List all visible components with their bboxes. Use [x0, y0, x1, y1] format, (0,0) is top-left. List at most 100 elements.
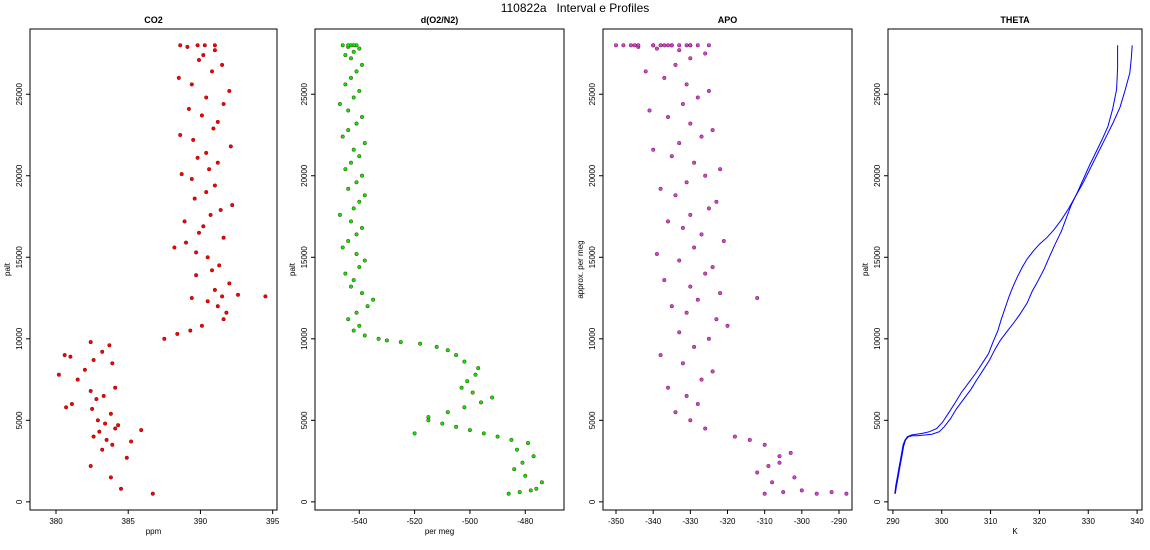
data-point [688, 56, 693, 61]
data-point [677, 43, 682, 48]
y-tick-label: 20000 [588, 164, 597, 187]
data-point [669, 154, 674, 159]
data-point [628, 43, 633, 48]
data-point [191, 137, 196, 142]
data-point [654, 46, 659, 51]
data-point [710, 265, 715, 270]
data-point [113, 385, 118, 390]
data-point [118, 486, 123, 491]
data-point [695, 43, 700, 48]
data-point [354, 310, 359, 315]
data-point [710, 128, 715, 133]
data-point [88, 464, 93, 469]
data-point [440, 421, 445, 426]
data-point [346, 238, 351, 243]
data-point [506, 491, 511, 496]
data-point [688, 418, 693, 423]
data-point [777, 454, 782, 459]
data-point [91, 434, 96, 439]
data-point [539, 480, 544, 485]
data-point [186, 106, 191, 111]
data-point [666, 43, 671, 48]
data-point [462, 405, 467, 410]
data-point [714, 317, 719, 322]
data-point [68, 354, 73, 359]
data-point [706, 336, 711, 341]
data-point [227, 88, 232, 93]
data-point [614, 43, 619, 48]
data-point [343, 82, 348, 87]
y-tick-label: 10000 [588, 327, 597, 350]
data-point [445, 348, 450, 353]
data-point [473, 372, 478, 377]
data-point [192, 196, 197, 201]
data-point [706, 43, 711, 48]
y-tick-label: 15000 [588, 246, 597, 269]
data-point [517, 490, 522, 495]
data-point [211, 126, 216, 131]
data-point [351, 43, 356, 48]
data-point [95, 418, 100, 423]
data-point [684, 82, 689, 87]
data-point [209, 268, 214, 273]
y-tick-label: 15000 [873, 246, 882, 269]
data-point [747, 437, 752, 442]
y-tick-label: 10000 [300, 327, 309, 350]
data-point [194, 273, 199, 278]
data-point [459, 385, 464, 390]
data-point [673, 62, 678, 67]
data-point [362, 193, 367, 198]
data-point [531, 454, 536, 459]
data-point [357, 265, 362, 270]
data-point [218, 207, 223, 212]
data-point [762, 491, 767, 496]
plot-frame [602, 28, 853, 511]
data-point [194, 250, 199, 255]
data-point [204, 190, 209, 195]
data-point [658, 43, 663, 48]
x-tick-label: 340 [1130, 517, 1144, 526]
y-tick-label: 25000 [588, 83, 597, 106]
data-point [706, 206, 711, 211]
data-point [673, 410, 678, 415]
data-point [434, 344, 439, 349]
data-point [703, 173, 708, 178]
data-point [534, 486, 539, 491]
data-point [215, 304, 220, 309]
data-point [647, 108, 652, 113]
data-point [755, 296, 760, 301]
data-point [199, 113, 204, 118]
data-point [360, 173, 365, 178]
data-point [354, 232, 359, 237]
data-point [706, 88, 711, 93]
data-point [172, 245, 177, 250]
x-tick-label: -350 [608, 517, 625, 526]
data-point [343, 167, 348, 172]
data-point [162, 336, 167, 341]
data-point [69, 402, 74, 407]
data-point [201, 53, 206, 58]
y-axis-label: approx. per meg [576, 240, 585, 298]
data-point [515, 447, 520, 452]
data-point [677, 258, 682, 263]
x-tick-label: 330 [1082, 517, 1096, 526]
data-point [695, 402, 700, 407]
data-point [688, 121, 693, 126]
data-point [360, 291, 365, 296]
data-point [88, 389, 93, 394]
data-point [208, 212, 213, 217]
data-point [651, 43, 656, 48]
x-tick-label: -330 [682, 517, 699, 526]
x-tick-label: 385 [122, 517, 136, 526]
data-point [349, 75, 354, 80]
data-point [465, 379, 470, 384]
data-point [476, 366, 481, 371]
data-point [777, 460, 782, 465]
data-point [189, 82, 194, 87]
data-point [662, 75, 667, 80]
data-point [179, 172, 184, 177]
data-point [357, 46, 362, 51]
y-tick-label: 10000 [873, 327, 882, 350]
data-point [221, 317, 226, 322]
